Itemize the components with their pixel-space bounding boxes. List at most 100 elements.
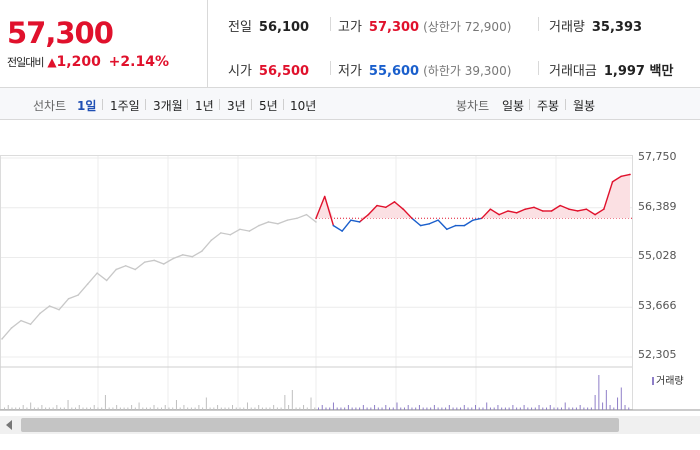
data-point-previous xyxy=(172,257,175,260)
volume-bar xyxy=(433,405,435,410)
series-segment-today xyxy=(507,210,517,214)
series-segment-today xyxy=(411,217,422,227)
volume-bar xyxy=(198,405,200,410)
series-segment-today xyxy=(612,175,622,183)
data-point-today xyxy=(393,201,396,203)
divider xyxy=(330,61,331,75)
series-segment-today xyxy=(394,201,404,210)
volume-bar xyxy=(246,402,248,410)
data-point-previous xyxy=(153,259,156,262)
volume-bar xyxy=(527,407,529,410)
volume-bar xyxy=(568,407,570,410)
volume-bar xyxy=(362,405,364,410)
tab-1week[interactable]: 1주일 xyxy=(110,99,140,113)
stat-label: 거래대금 xyxy=(549,64,597,79)
current-price: 57,300 xyxy=(7,16,114,50)
volume-bar xyxy=(340,407,342,410)
tab-3years[interactable]: 3년 xyxy=(227,99,246,113)
tab-3months[interactable]: 3개월 xyxy=(153,99,183,113)
series-segment-today xyxy=(577,208,587,212)
volume-bar xyxy=(93,405,95,410)
data-point-today xyxy=(428,222,431,225)
series-segment-today xyxy=(568,208,578,212)
volume-bar xyxy=(478,407,480,410)
volume-bar xyxy=(624,405,626,410)
volume-bar xyxy=(560,407,562,410)
volume-bar xyxy=(310,397,312,410)
volume-bar xyxy=(131,405,133,410)
data-point-previous xyxy=(58,308,60,311)
stat-label: 저가 xyxy=(338,64,362,79)
tab-weekly-candle[interactable]: 주봉 xyxy=(537,99,560,113)
volume-bar xyxy=(553,407,555,410)
data-point-today xyxy=(480,217,483,220)
volume-bar xyxy=(594,395,596,410)
data-point-today xyxy=(524,208,527,210)
tab-daily-candle[interactable]: 일봉 xyxy=(502,99,525,113)
stat-amount: 거래대금 1,997 백만 xyxy=(549,60,673,79)
volume-bar xyxy=(583,407,585,410)
chart-scrollbar[interactable] xyxy=(0,416,700,434)
data-point-previous xyxy=(229,233,232,236)
series-segment-today xyxy=(420,223,430,227)
series-segment-today xyxy=(429,219,439,225)
stat-value: 57,300 xyxy=(368,20,420,35)
stat-value: 35,393 xyxy=(591,20,643,35)
volume-bar xyxy=(82,407,84,410)
data-point-previous xyxy=(96,272,98,274)
volume-bar xyxy=(52,407,54,410)
price-chart[interactable]: 57,750 56,389 55,028 53,666 52,305 거래량 xyxy=(0,120,700,418)
divider xyxy=(145,99,146,110)
series-segment-today xyxy=(586,208,596,216)
tab-1year[interactable]: 1년 xyxy=(195,99,214,113)
volume-bar xyxy=(411,407,413,410)
change-percent: +2.14% xyxy=(108,54,169,70)
tab-5years[interactable]: 5년 xyxy=(259,99,278,113)
line-chart-label: 선차트 xyxy=(33,99,67,113)
data-point-today xyxy=(402,208,405,210)
volume-bar xyxy=(261,407,263,410)
data-point-today xyxy=(315,217,317,220)
volume-bar xyxy=(426,407,428,410)
volume-bar xyxy=(628,407,630,410)
volume-bar xyxy=(329,407,331,410)
volume-bar xyxy=(471,407,473,410)
volume-bar xyxy=(359,407,361,410)
data-point-today xyxy=(332,224,335,227)
volume-bar xyxy=(164,405,166,410)
volume-bar xyxy=(613,407,615,410)
divider xyxy=(538,61,539,75)
volume-bar xyxy=(602,402,604,410)
volume-bar xyxy=(441,407,443,410)
volume-legend-mark xyxy=(652,377,654,385)
volume-bar xyxy=(71,407,73,410)
volume-legend-label: 거래량 xyxy=(656,376,684,387)
data-point-today xyxy=(463,224,466,227)
tab-10years[interactable]: 10년 xyxy=(290,99,317,113)
volume-bar xyxy=(456,407,458,410)
y-tick-label: 57,750 xyxy=(638,150,677,163)
volume-bar xyxy=(445,407,447,410)
data-point-today xyxy=(576,210,579,212)
divider xyxy=(102,99,103,110)
scroll-left-arrow-icon[interactable] xyxy=(6,420,12,430)
volume-bar xyxy=(37,407,39,410)
volume-bar xyxy=(516,407,518,410)
volume-bar xyxy=(609,405,611,410)
stat-prev-close: 전일 56,100 xyxy=(228,16,309,35)
volume-bar xyxy=(374,405,376,410)
volume-bar xyxy=(254,407,256,410)
tab-1day[interactable]: 1일 xyxy=(77,99,97,113)
divider xyxy=(219,99,220,110)
volume-bar xyxy=(531,407,533,410)
volume-bar xyxy=(605,390,607,410)
volume-bar xyxy=(288,405,290,410)
scroll-thumb[interactable] xyxy=(21,418,619,432)
tab-monthly-candle[interactable]: 월봉 xyxy=(573,99,596,113)
data-point-previous xyxy=(181,254,184,256)
stat-open: 시가 56,500 xyxy=(228,60,309,79)
volume-bar xyxy=(575,407,577,410)
volume-bar xyxy=(366,407,368,410)
volume-bar xyxy=(291,390,293,410)
volume-bar xyxy=(15,407,17,410)
